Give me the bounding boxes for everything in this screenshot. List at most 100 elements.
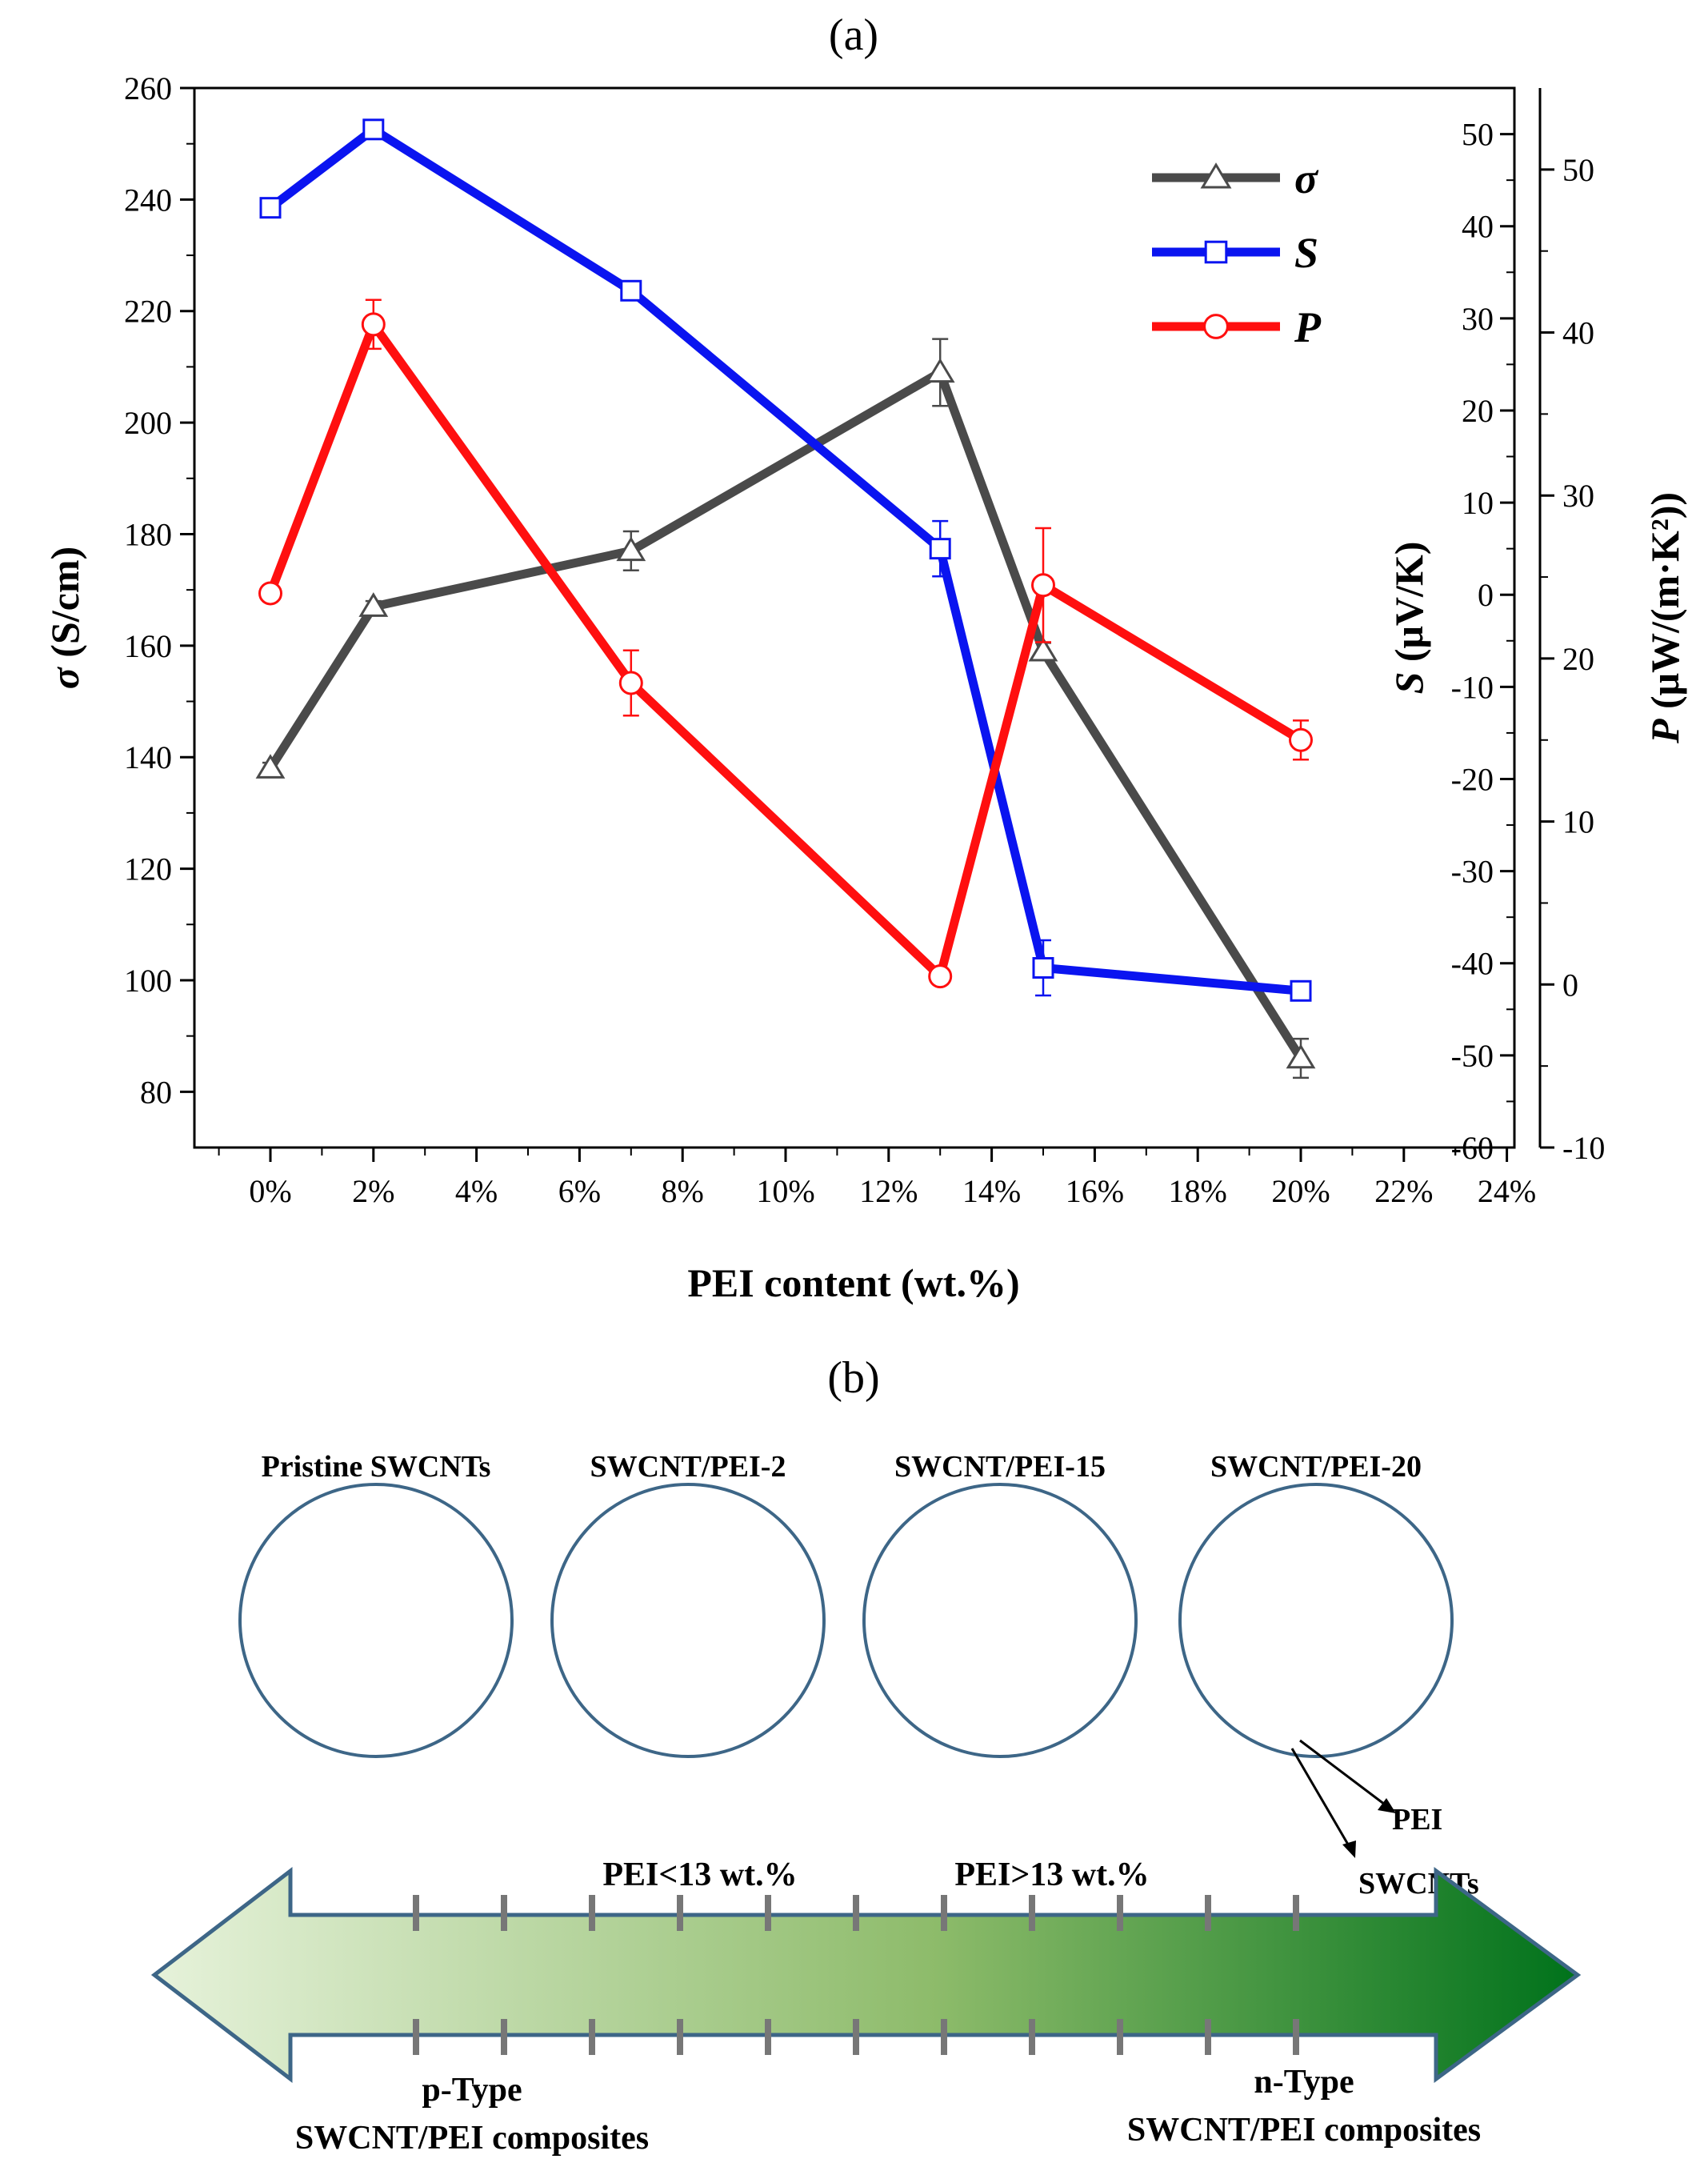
p-type-sublabel: SWCNT/PEI composites [295, 2120, 649, 2157]
pei-high-label: PEI>13 wt.% [954, 1857, 1149, 1893]
circle-marker [361, 312, 386, 337]
n-type-sublabel: SWCNT/PEI composites [1127, 2112, 1481, 2149]
circle-marker [1289, 727, 1313, 752]
panel-b-label: (b) [827, 1353, 879, 1403]
series-line [267, 125, 1302, 995]
circle-marker [258, 581, 282, 606]
series-square [259, 118, 1312, 1002]
left-tick-label: 80 [140, 1074, 172, 1110]
x-tick-label: 14% [962, 1173, 1021, 1209]
x-tick-label: 2% [352, 1173, 394, 1209]
p-axis-unit: (μW/(m·K²)) [1642, 492, 1687, 719]
left-axis-symbol: σ [42, 666, 87, 689]
p-tick-label: 40 [1562, 315, 1594, 351]
left-tick-label: 100 [124, 963, 172, 999]
x-tick-label: 24% [1478, 1173, 1536, 1209]
triangle-marker [358, 592, 389, 617]
triangle-marker [616, 536, 646, 562]
x-tick-label: 22% [1374, 1173, 1433, 1209]
nanotube-schematics [238, 1483, 1454, 1858]
s-tick-label: -10 [1451, 669, 1494, 705]
s-tick-label: -60 [1451, 1130, 1494, 1166]
swcnt-callout-head [1342, 1841, 1356, 1858]
left-tick-label: 160 [124, 628, 172, 664]
p-axis-title: P (μW/(m·K²)) [1642, 492, 1687, 744]
triangle-marker [1028, 636, 1058, 662]
schematic-border [862, 1483, 1138, 1758]
pei-low-label: PEI<13 wt.% [602, 1857, 797, 1893]
left-tick-label: 260 [124, 70, 172, 106]
series-line [266, 319, 1303, 981]
square-marker [259, 197, 282, 219]
axis-ticks: 0% 2% 4% 6% 8% 10% 12% 14% 16% 18% 20% 22% 24%801001… [124, 70, 1605, 1209]
legend-label: S [1294, 229, 1318, 277]
left-tick-label: 120 [124, 851, 172, 887]
left-tick-label: 140 [124, 739, 172, 775]
series-triangle [255, 338, 1316, 1079]
p-tick-label: 20 [1562, 641, 1594, 677]
panel-a-label: (a) [829, 10, 878, 60]
series-circle [258, 298, 1313, 989]
schematic-circle-2 [862, 1483, 1138, 1758]
s-tick-label: -30 [1451, 854, 1494, 890]
square-marker [929, 538, 951, 560]
triangle-marker [925, 358, 955, 383]
legend-entry: P [1152, 303, 1322, 351]
circle-marker [1031, 573, 1055, 598]
circle-title-pei-15: SWCNT/PEI-15 [894, 1450, 1106, 1484]
schematic-circle-0 [238, 1483, 514, 1758]
p-tick-label: 50 [1562, 152, 1594, 188]
x-tick-label: 6% [558, 1173, 601, 1209]
pei-callout-label: PEI [1392, 1803, 1442, 1837]
pei-callout-head [1378, 1798, 1396, 1813]
schematic-border [550, 1483, 826, 1758]
s-axis-unit: (μV/K) [1386, 542, 1431, 672]
triangle-marker [1200, 162, 1232, 189]
x-tick-label: 10% [756, 1173, 814, 1209]
pei-callout-line [1299, 1739, 1389, 1808]
left-tick-label: 200 [124, 405, 172, 441]
p-type-label: p-Type [422, 2072, 522, 2109]
p-tick-label: 10 [1562, 804, 1594, 840]
x-tick-label: 12% [859, 1173, 918, 1209]
circle-title-pei-2: SWCNT/PEI-2 [590, 1450, 786, 1484]
x-tick-label: 8% [662, 1173, 704, 1209]
s-tick-label: 40 [1462, 209, 1494, 245]
n-type-label: n-Type [1254, 2064, 1354, 2101]
p-tick-label: -10 [1562, 1130, 1605, 1166]
x-tick-label: 16% [1066, 1173, 1124, 1209]
square-marker [1032, 956, 1054, 979]
triangle-marker [255, 754, 286, 779]
gradient-arrow-body [150, 1866, 1582, 2084]
square-marker [1290, 979, 1312, 1002]
left-tick-label: 180 [124, 516, 172, 552]
p-tick-label: 0 [1562, 967, 1578, 1003]
square-marker [620, 279, 642, 302]
s-axis-title: S (μV/K) [1386, 542, 1431, 695]
left-axis-title: σ (S/cm) [42, 547, 87, 689]
schematic-border [238, 1483, 514, 1758]
s-tick-label: -40 [1451, 946, 1494, 982]
x-tick-label: 20% [1271, 1173, 1330, 1209]
s-tick-label: -20 [1451, 761, 1494, 797]
type-transition-arrow [150, 1866, 1582, 2084]
circle-title-pristine: Pristine SWCNTs [262, 1450, 491, 1484]
x-axis-title: PEI content (wt.%) [687, 1260, 1019, 1305]
schematic-border [1178, 1483, 1454, 1758]
left-axis-unit: (S/cm) [42, 547, 87, 667]
series-line [266, 367, 1305, 1061]
schematic-circle-1 [550, 1483, 826, 1758]
legend-label: P [1294, 303, 1322, 351]
legend-entry: S [1152, 229, 1318, 277]
legend-entry: σ [1152, 154, 1319, 202]
left-tick-label: 220 [124, 294, 172, 330]
x-tick-label: 18% [1169, 1173, 1227, 1209]
series-layer [255, 118, 1316, 1079]
circle-marker [618, 671, 643, 695]
schematic-circle-3 [1178, 1483, 1454, 1758]
s-tick-label: 30 [1462, 301, 1494, 337]
plot-frame [193, 86, 1516, 1149]
s-axis-symbol: S [1386, 672, 1431, 695]
callout-arrows [1290, 1739, 1396, 1858]
